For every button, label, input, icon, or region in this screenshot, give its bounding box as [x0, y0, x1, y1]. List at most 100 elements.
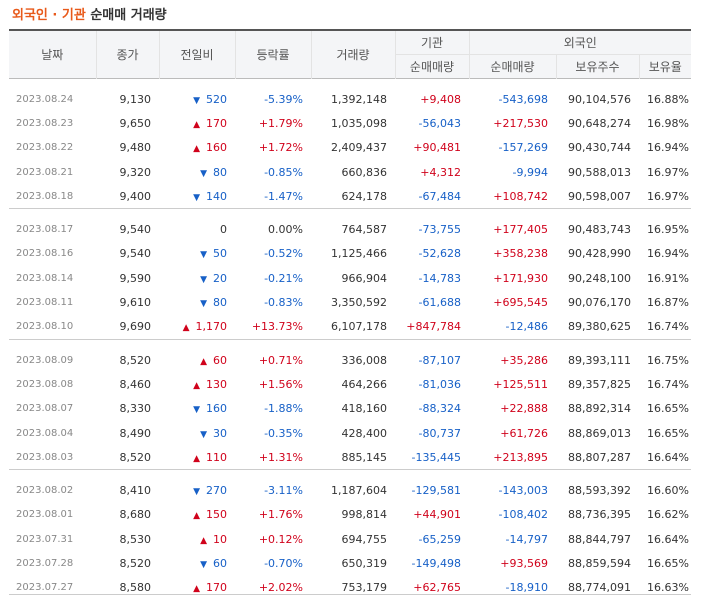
table-row: 2023.08.17 9,540 0 0.00% 764,587 -73,755 +177,…	[9, 217, 691, 241]
cell-inst-net: +90,481	[413, 141, 461, 155]
cell-volume: 998,814	[341, 508, 388, 522]
cell-rate: +1.72%	[258, 141, 303, 155]
table-row: 2023.07.27 8,580 ▲ 170 +2.02% 753,179 +62,765 -…	[9, 576, 691, 600]
cell-change: ▲ 110	[159, 445, 235, 470]
table-row: 2023.08.11 9,610 ▼ 80 -0.83% 3,350,592 -61,688…	[9, 290, 691, 314]
section-title: 외국인 · 기관 순매매 거래량	[12, 4, 167, 28]
cell-close: 9,690	[119, 320, 152, 334]
col-rate: 등락률	[234, 30, 311, 79]
cell-change: ▼ 60	[159, 551, 235, 575]
cell-rate: -0.52%	[264, 247, 303, 261]
cell-date: 2023.08.21	[16, 166, 74, 178]
cell-foreign-net: +177,405	[493, 223, 548, 237]
cell-holdings: 90,248,100	[568, 271, 631, 285]
cell-volume: 1,392,148	[331, 92, 387, 106]
cell-change-value: 10	[213, 532, 227, 546]
cell-inst-net: -52,628	[418, 247, 461, 261]
cell-volume: 418,160	[341, 402, 388, 416]
cell-close: 8,490	[119, 426, 152, 440]
cell-rate: -1.88%	[264, 402, 303, 416]
cell-close: 8,330	[119, 402, 152, 416]
cell-change: ▲ 170	[159, 576, 235, 600]
cell-rate: +1.76%	[258, 508, 303, 522]
cell-holdings: 90,483,743	[568, 223, 631, 237]
cell-inst-net: -67,484	[418, 189, 461, 203]
cell-volume: 624,178	[341, 189, 388, 203]
cell-change: ▲ 160	[159, 136, 235, 160]
table-row: 2023.08.04 8,490 ▼ 30 -0.35% 428,400 -80,737 +6…	[9, 421, 691, 445]
cell-date: 2023.08.03	[16, 451, 74, 463]
cell-inst-net: -61,688	[418, 296, 461, 310]
table-row: 2023.08.23 9,650 ▲ 170 +1.79% 1,035,098 -56,04…	[9, 111, 691, 135]
triangle-down-icon: ▼	[200, 274, 207, 285]
cell-foreign-net: +35,286	[500, 353, 548, 367]
cell-volume: 1,125,466	[331, 247, 387, 261]
table-row: 2023.08.02 8,410 ▼ 270 -3.11% 1,187,604 -129,5…	[9, 478, 691, 502]
cell-hold-ratio: 16.65%	[647, 556, 689, 570]
cell-change: ▼ 160	[159, 397, 235, 421]
cell-change: ▲ 150	[159, 503, 235, 527]
triangle-up-icon: ▲	[193, 453, 200, 464]
cell-rate: +13.73%	[251, 320, 303, 334]
cell-foreign-net: -14,797	[505, 532, 548, 546]
cell-date: 2023.08.09	[16, 354, 74, 366]
table-row: 2023.08.07 8,330 ▼ 160 -1.88% 418,160 -88,324 +…	[9, 397, 691, 421]
cell-holdings: 90,588,013	[568, 165, 631, 179]
triangle-up-icon: ▲	[193, 511, 200, 522]
cell-holdings: 90,076,170	[568, 296, 631, 310]
triangle-down-icon: ▼	[193, 487, 200, 498]
col-holdings: 보유주수	[555, 54, 639, 79]
cell-change-value: 60	[213, 353, 227, 367]
table-row: 2023.08.16 9,540 ▼ 50 -0.52% 1,125,466 -52,628…	[9, 242, 691, 266]
cell-foreign-net: -108,402	[498, 508, 548, 522]
cell-rate: -5.39%	[264, 92, 303, 106]
cell-hold-ratio: 16.94%	[647, 141, 689, 155]
triangle-up-icon: ▲	[200, 356, 207, 367]
group-separator	[9, 208, 691, 218]
cell-holdings: 88,593,392	[568, 484, 631, 498]
cell-foreign-net: -12,486	[505, 320, 548, 334]
cell-change: ▲ 1,170	[159, 315, 235, 340]
cell-holdings: 88,736,395	[568, 508, 631, 522]
cell-date: 2023.08.22	[16, 142, 74, 154]
cell-foreign-net: +358,238	[493, 247, 548, 261]
cell-date: 2023.08.10	[16, 321, 74, 333]
triangle-down-icon: ▼	[200, 559, 207, 570]
cell-change: ▼ 30	[159, 421, 235, 445]
cell-close: 8,530	[119, 532, 152, 546]
cell-holdings: 88,892,314	[568, 402, 631, 416]
cell-date: 2023.08.18	[16, 190, 74, 202]
cell-inst-net: -65,259	[418, 532, 461, 546]
table-bottom-rule	[9, 594, 691, 595]
cell-change: ▼ 140	[159, 184, 235, 209]
cell-change-value: 1,170	[195, 320, 228, 334]
cell-change-value: 520	[206, 92, 227, 106]
cell-close: 9,610	[119, 296, 152, 310]
cell-foreign-net: -157,269	[498, 141, 548, 155]
cell-rate: -0.83%	[264, 296, 303, 310]
cell-change-value: 140	[206, 189, 227, 203]
cell-foreign-net: -9,994	[512, 165, 548, 179]
cell-inst-net: -129,581	[411, 484, 461, 498]
table-body: 2023.08.24 9,130 ▼ 520 -5.39% 1,392,148 +9,408…	[9, 79, 691, 600]
cell-rate: -1.47%	[264, 189, 303, 203]
cell-close: 8,410	[119, 484, 152, 498]
cell-close: 9,400	[119, 189, 152, 203]
table-row: 2023.08.18 9,400 ▼ 140 -1.47% 624,178 -67,484 +…	[9, 184, 691, 209]
triangle-up-icon: ▲	[193, 119, 200, 130]
cell-rate: -0.70%	[264, 556, 303, 570]
cell-change-value: 50	[213, 247, 227, 261]
cell-foreign-net: +695,545	[493, 296, 548, 310]
cell-hold-ratio: 16.65%	[647, 402, 689, 416]
cell-holdings: 89,393,111	[568, 353, 631, 367]
cell-close: 8,520	[119, 450, 152, 464]
cell-inst-net: -81,036	[418, 377, 461, 391]
cell-date: 2023.07.27	[16, 582, 74, 594]
cell-change: ▲ 170	[159, 111, 235, 135]
cell-hold-ratio: 16.65%	[647, 426, 689, 440]
cell-close: 9,130	[119, 92, 152, 106]
table-row: 2023.08.08 8,460 ▲ 130 +1.56% 464,266 -81,036 +…	[9, 372, 691, 396]
col-close: 종가	[95, 30, 159, 79]
cell-volume: 764,587	[341, 223, 388, 237]
cell-holdings: 90,428,990	[568, 247, 631, 261]
